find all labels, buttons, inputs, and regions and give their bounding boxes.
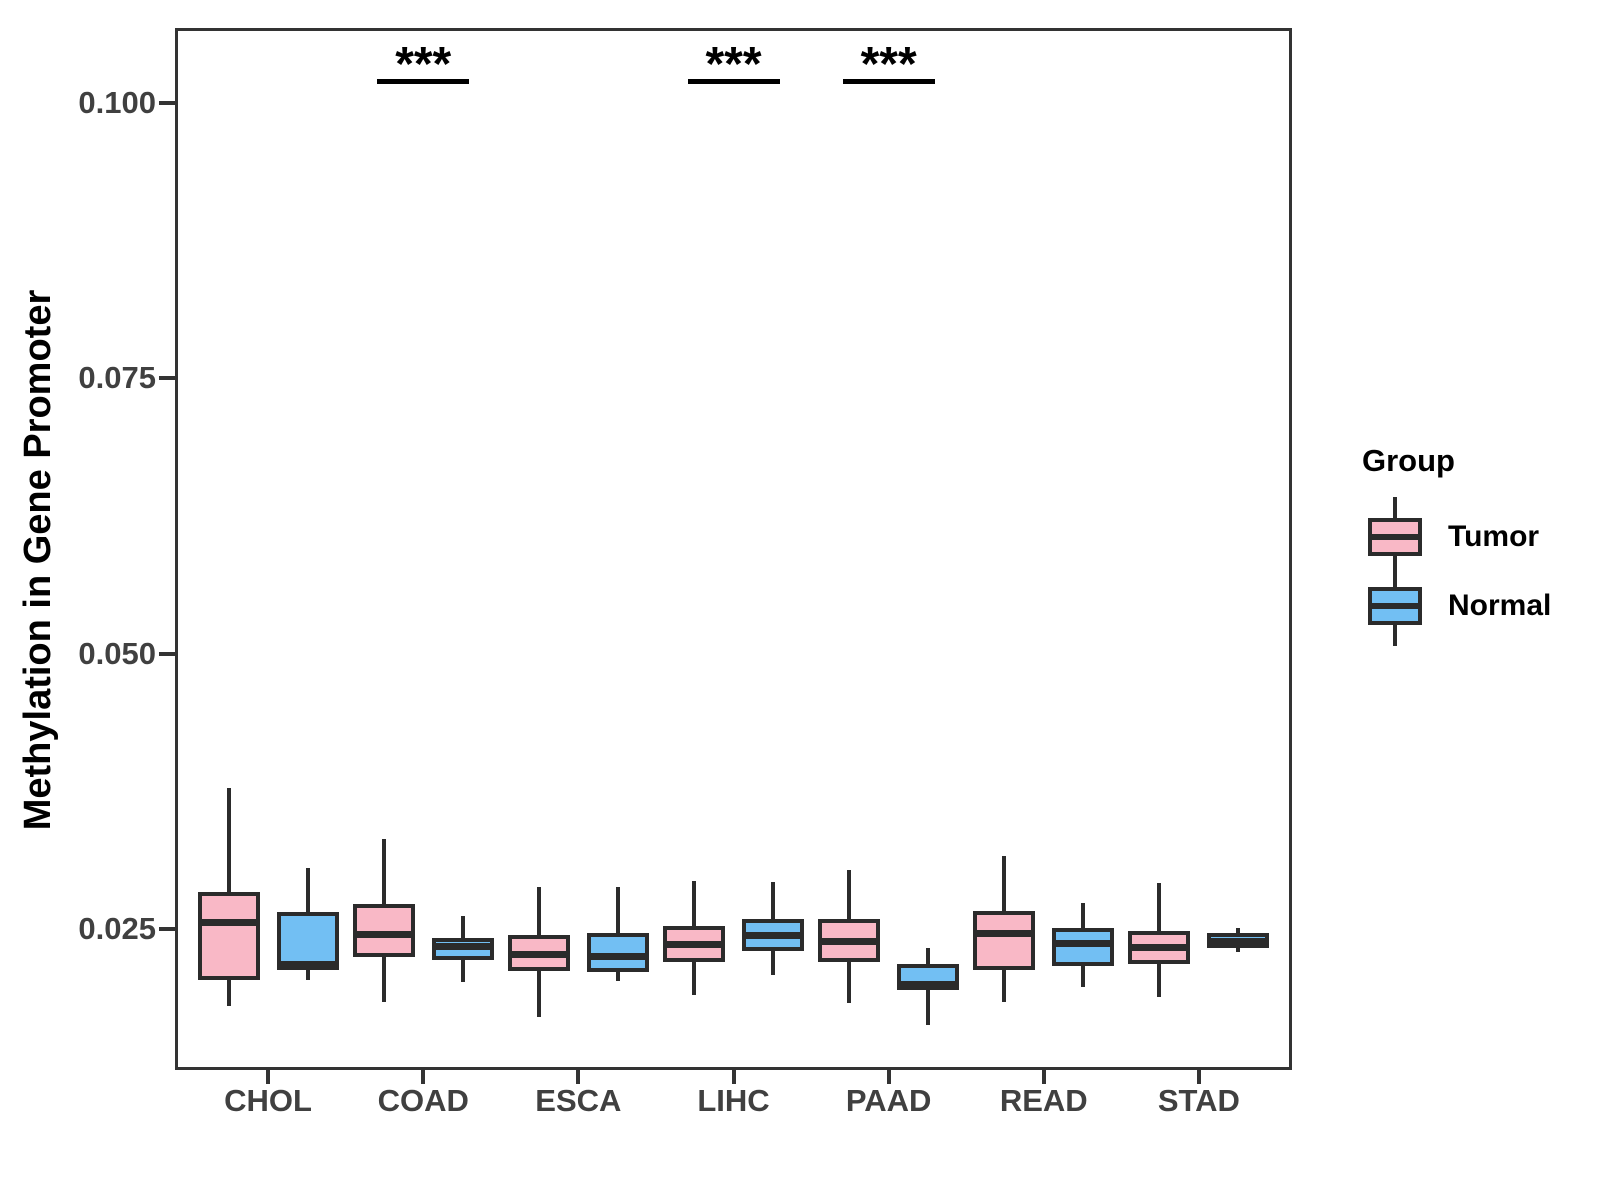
legend-key-median <box>1372 534 1418 540</box>
x-axis-tick-label: LIHC <box>697 1083 770 1118</box>
x-axis-tick-mark <box>576 1070 581 1084</box>
x-axis-tick-mark <box>266 1070 271 1084</box>
x-axis-tick-label: ESCA <box>535 1083 622 1118</box>
y-axis-tick-mark <box>159 651 175 656</box>
x-axis-tick-label: PAAD <box>845 1083 932 1118</box>
legend-label-tumor: Tumor <box>1448 520 1540 553</box>
legend-row-tumor: Tumor <box>1368 497 1598 577</box>
y-axis-tick-mark <box>159 100 175 105</box>
legend-key-boxplot-icon <box>1368 497 1422 577</box>
x-axis-tick-mark <box>1196 1070 1201 1084</box>
x-axis-tick-mark <box>421 1070 426 1084</box>
x-axis-tick-label: COAD <box>377 1083 469 1118</box>
x-axis-tick-mark <box>1041 1070 1046 1084</box>
legend-key-median <box>1372 603 1418 609</box>
legend-label-normal: Normal <box>1448 589 1552 622</box>
legend-key-boxplot-icon <box>1368 566 1422 646</box>
legend-row-normal: Normal <box>1368 566 1598 646</box>
y-axis-tick-mark <box>159 927 175 931</box>
y-axis-tick-mark <box>159 376 175 381</box>
x-axis-tick-label: STAD <box>1157 1083 1240 1118</box>
x-axis-tick-mark <box>886 1070 891 1084</box>
plot-panel <box>175 28 1292 1070</box>
y-axis-title: Methylation in Gene Promoter <box>17 289 59 831</box>
x-axis-tick-label: READ <box>999 1083 1088 1118</box>
legend-title: Group <box>1362 443 1455 478</box>
x-axis-tick-mark <box>731 1070 736 1084</box>
x-axis-tick-label: CHOL <box>224 1083 312 1118</box>
